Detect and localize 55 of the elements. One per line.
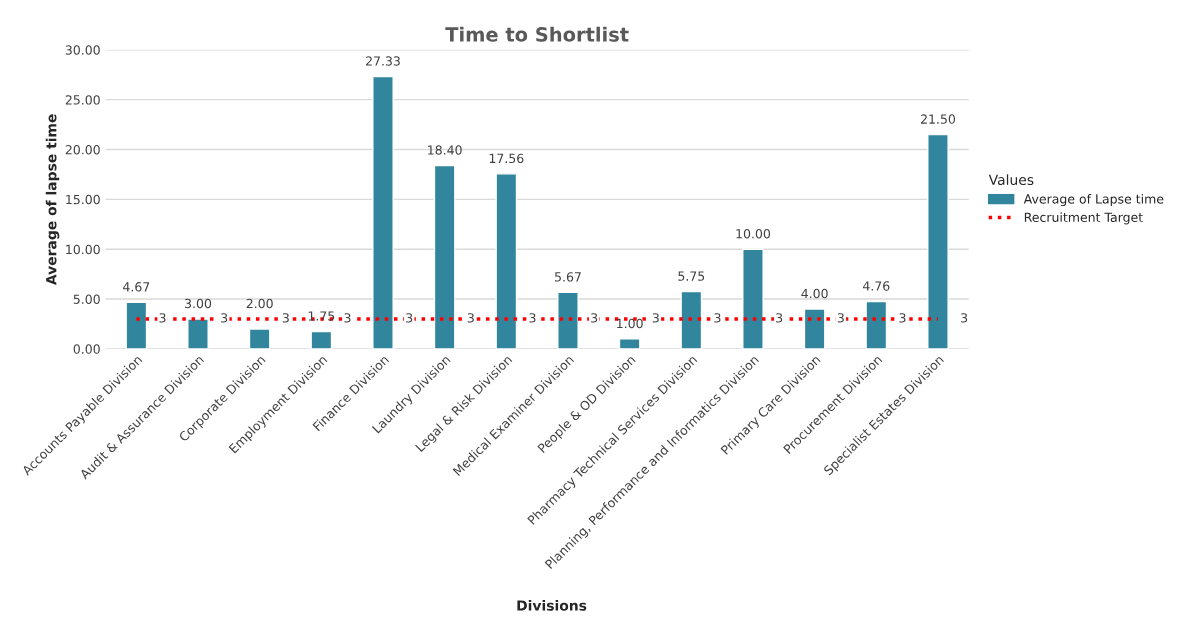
bar: [495, 173, 518, 349]
y-tick-label: 20.00: [65, 144, 100, 155]
y-tick-label: 5.00: [73, 294, 100, 304]
data-label: 3: [776, 313, 783, 323]
bar: [803, 308, 826, 349]
chart-title: Time to Shortlist: [445, 26, 629, 42]
data-label: 27.33: [366, 56, 400, 66]
bar: [618, 338, 641, 349]
data-label: 3: [961, 313, 968, 323]
data-label: 3: [652, 313, 659, 323]
data-label: 1.00: [617, 318, 643, 329]
data-label: 4.67: [123, 282, 150, 292]
data-label: 1.75: [308, 311, 335, 321]
bar: [310, 330, 333, 349]
data-label: 4.00: [801, 288, 828, 299]
y-axis-title: Average of lapse time: [45, 114, 60, 286]
data-label: 5.75: [678, 271, 705, 281]
data-label: 3: [344, 313, 351, 323]
data-label: 3: [837, 313, 844, 323]
bar: [372, 75, 394, 349]
x-axis-title: Divisions: [517, 599, 587, 611]
data-label: 5.67: [555, 272, 581, 282]
bar: [680, 290, 703, 349]
data-label: 3: [282, 313, 289, 323]
y-tick-label: 10.00: [66, 244, 100, 255]
data-label: 3: [591, 313, 598, 323]
bar: [557, 291, 579, 349]
data-label: 3.00: [185, 298, 212, 309]
bar: [433, 164, 456, 349]
data-label: 3: [714, 313, 721, 323]
data-label: 3: [159, 313, 166, 323]
y-tick-label: 0.00: [73, 344, 100, 354]
bar: [248, 328, 271, 349]
data-label: 10.00: [736, 228, 771, 239]
data-label: 3: [899, 313, 906, 323]
data-label: 2.00: [246, 298, 273, 309]
data-label: 18.40: [428, 145, 462, 155]
y-tick-label: 30.00: [65, 45, 100, 55]
bar: [742, 248, 764, 349]
bar: [865, 300, 888, 349]
y-tick-label: 25.00: [65, 95, 100, 105]
data-label: 21.50: [920, 114, 956, 124]
data-label: 3: [529, 313, 536, 323]
data-label: 3: [467, 313, 474, 323]
legend-label: Average of Lapse time: [1023, 193, 1164, 207]
data-label: 3: [406, 313, 413, 323]
bar: [927, 133, 949, 349]
data-label: 17.56: [489, 153, 524, 164]
bar: [125, 301, 148, 349]
legend-title: Values: [988, 174, 1034, 186]
data-label: 3: [221, 313, 228, 323]
data-label: 4.76: [862, 281, 890, 291]
y-tick-label: 15.00: [66, 194, 100, 205]
legend-label: Recruitment Target: [1024, 212, 1143, 225]
bar: [187, 318, 209, 349]
